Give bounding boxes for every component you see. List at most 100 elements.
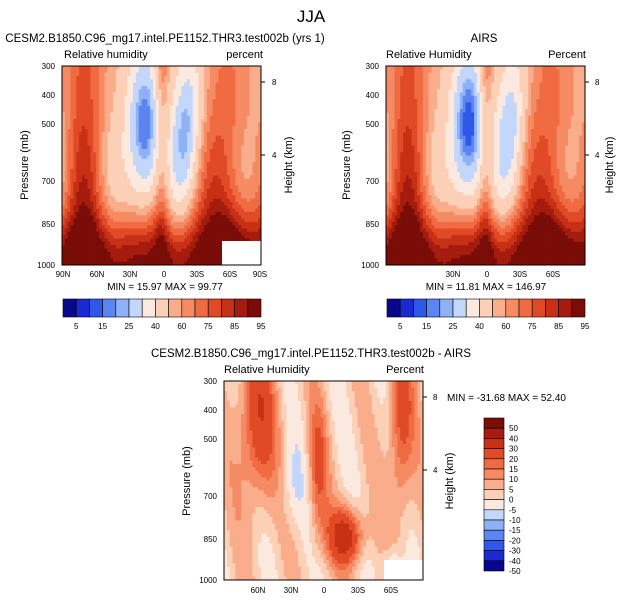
heatmap-cell [386, 182, 390, 186]
heatmap-cell [84, 132, 89, 137]
heatmap-cell [152, 238, 157, 243]
heatmap-cell [218, 192, 222, 196]
heatmap-cell [255, 211, 259, 216]
heatmap-cell [238, 205, 242, 210]
heatmap-cell [189, 201, 194, 206]
heatmap-cell [403, 85, 407, 90]
heatmap-cell [226, 182, 231, 186]
heatmap-cell [138, 255, 143, 259]
heatmap-cell [79, 155, 83, 160]
heatmap-cell [175, 158, 180, 163]
heatmap-cell [184, 162, 188, 167]
heatmap-cell [386, 138, 390, 143]
heatmap-cell [172, 125, 177, 130]
heatmap-cell [201, 158, 205, 163]
heatmap-cell [64, 85, 69, 90]
heatmap-cell [141, 82, 146, 87]
heatmap-cell [62, 95, 66, 100]
heatmap-cell [158, 211, 163, 216]
heatmap-cell [135, 129, 140, 133]
heatmap-cell [79, 79, 83, 84]
heatmap-cell [235, 225, 239, 230]
heatmap-cell [386, 72, 390, 77]
heatmap-cell [206, 221, 211, 226]
heatmap-cell [187, 185, 191, 190]
heatmap-cell [414, 138, 418, 143]
heatmap-cell [62, 162, 66, 167]
heatmap-cell [152, 125, 157, 130]
heatmap-cell [93, 135, 97, 140]
heatmap-cell [130, 211, 134, 216]
heatmap-cell [121, 155, 126, 160]
heatmap-cell [170, 221, 174, 226]
heatmap-cell [386, 105, 390, 110]
heatmap-cell [155, 218, 160, 223]
heatmap-cell [130, 162, 134, 167]
heatmap-cell [386, 241, 390, 246]
heatmap-cell [241, 135, 245, 140]
heatmap-cell [70, 205, 74, 210]
heatmap-cell [107, 145, 111, 150]
heatmap-cell [79, 238, 83, 243]
heatmap-cell [238, 198, 242, 203]
heatmap-cell [96, 162, 100, 167]
heatmap-cell [172, 205, 177, 210]
heatmap-cell [249, 125, 254, 130]
heatmap-cell [411, 66, 416, 70]
heatmap-cell [232, 228, 237, 233]
heatmap-cell [121, 66, 126, 70]
heatmap-cell [226, 89, 231, 94]
heatmap-cell [209, 92, 214, 97]
heatmap-cell [164, 85, 168, 90]
heatmap-cell [167, 92, 171, 97]
heatmap-cell [113, 69, 117, 74]
heatmap-cell [235, 175, 239, 180]
heatmap-cell [133, 208, 137, 213]
heatmap-cell [187, 135, 191, 140]
heatmap-cell [187, 175, 191, 180]
heatmap-cell [90, 85, 94, 90]
heatmap-cell [73, 201, 77, 206]
heatmap-cell [101, 129, 106, 133]
heatmap-cell [391, 152, 396, 157]
heatmap-cell [76, 165, 80, 170]
heatmap-cell [181, 158, 185, 163]
heatmap-cell [391, 92, 396, 97]
heatmap-cell [155, 205, 160, 210]
heatmap-cell [403, 92, 407, 97]
heatmap-cell [184, 228, 188, 233]
heatmap-cell [411, 122, 416, 127]
heatmap-cell [113, 152, 117, 157]
heatmap-cell [243, 201, 248, 206]
heatmap-cell [107, 148, 111, 153]
heatmap-cell [161, 211, 165, 216]
heatmap-cell [62, 102, 66, 107]
heatmap-cell [172, 175, 177, 180]
heatmap-cell [229, 218, 234, 223]
heatmap-cell [133, 211, 137, 216]
heatmap-cell [400, 79, 404, 84]
heatmap-cell [195, 228, 200, 233]
heatmap-cell [87, 115, 92, 120]
heatmap-cell [90, 145, 94, 150]
heatmap-cell [184, 82, 188, 87]
heatmap-cell [90, 66, 94, 70]
heatmap-cell [238, 119, 242, 123]
heatmap-cell [164, 168, 168, 173]
heatmap-cell [229, 79, 234, 84]
heatmap-cell [64, 165, 69, 170]
heatmap-cell [388, 89, 393, 94]
heatmap-cell [258, 112, 261, 117]
heatmap-cell [124, 95, 128, 100]
heatmap-cell [405, 158, 410, 163]
heatmap-cell [221, 172, 225, 177]
heatmap-cell [138, 129, 143, 133]
heatmap-cell [195, 138, 200, 143]
heatmap-cell [417, 261, 421, 265]
heatmap-cell [178, 82, 182, 87]
heatmap-cell [110, 211, 114, 216]
heatmap-cell [158, 132, 163, 137]
heatmap-cell [249, 162, 254, 167]
heatmap-cell [212, 105, 217, 110]
heatmap-cell [96, 115, 100, 120]
